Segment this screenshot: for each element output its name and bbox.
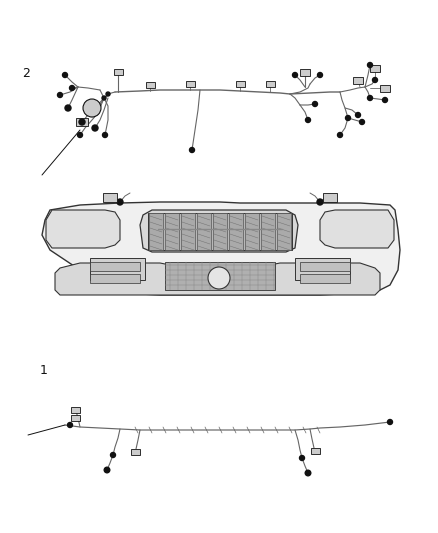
Text: 2: 2 bbox=[22, 67, 30, 80]
Circle shape bbox=[65, 105, 71, 111]
Circle shape bbox=[372, 77, 378, 83]
Polygon shape bbox=[165, 262, 275, 290]
Circle shape bbox=[360, 119, 364, 125]
Bar bbox=[300, 262, 350, 271]
Circle shape bbox=[367, 62, 372, 68]
Circle shape bbox=[338, 133, 343, 138]
Bar bbox=[90, 258, 145, 280]
Circle shape bbox=[317, 199, 323, 205]
Circle shape bbox=[300, 456, 304, 461]
Bar bbox=[186, 81, 194, 87]
Circle shape bbox=[79, 119, 85, 125]
Polygon shape bbox=[42, 202, 400, 295]
Polygon shape bbox=[140, 210, 298, 252]
Bar bbox=[300, 274, 350, 283]
Bar bbox=[265, 81, 275, 87]
Bar bbox=[277, 213, 291, 250]
Circle shape bbox=[102, 96, 106, 100]
Bar bbox=[261, 213, 275, 250]
Bar bbox=[380, 85, 390, 92]
Polygon shape bbox=[55, 263, 380, 295]
Bar bbox=[90, 262, 140, 271]
Bar bbox=[113, 69, 123, 75]
Circle shape bbox=[382, 98, 388, 102]
Bar bbox=[145, 82, 155, 88]
Circle shape bbox=[102, 133, 107, 138]
Circle shape bbox=[70, 85, 74, 91]
Bar bbox=[229, 213, 243, 250]
Circle shape bbox=[318, 72, 322, 77]
Bar bbox=[131, 449, 139, 455]
Circle shape bbox=[305, 117, 311, 123]
Polygon shape bbox=[46, 210, 120, 248]
Circle shape bbox=[63, 72, 67, 77]
Circle shape bbox=[346, 116, 350, 120]
Circle shape bbox=[312, 101, 318, 107]
Bar bbox=[181, 213, 195, 250]
Bar bbox=[353, 77, 363, 84]
Circle shape bbox=[367, 95, 372, 101]
Bar bbox=[165, 213, 179, 250]
Circle shape bbox=[67, 423, 73, 427]
Circle shape bbox=[92, 125, 98, 131]
Circle shape bbox=[208, 267, 230, 289]
Bar bbox=[323, 192, 337, 201]
Bar bbox=[245, 213, 259, 250]
Bar bbox=[370, 64, 380, 71]
Circle shape bbox=[78, 133, 82, 138]
Bar bbox=[71, 407, 80, 413]
Circle shape bbox=[57, 93, 63, 98]
Circle shape bbox=[305, 470, 311, 476]
Polygon shape bbox=[148, 213, 292, 250]
Polygon shape bbox=[320, 210, 394, 248]
Bar bbox=[295, 258, 350, 280]
Circle shape bbox=[83, 99, 101, 117]
Bar bbox=[236, 81, 244, 87]
Circle shape bbox=[117, 199, 123, 205]
Bar bbox=[311, 448, 319, 454]
Circle shape bbox=[293, 72, 297, 77]
Bar bbox=[300, 69, 310, 76]
Circle shape bbox=[356, 112, 360, 117]
Circle shape bbox=[106, 92, 110, 96]
Bar bbox=[197, 213, 211, 250]
Circle shape bbox=[190, 148, 194, 152]
Bar bbox=[103, 192, 117, 201]
Bar bbox=[71, 415, 80, 421]
Bar bbox=[149, 213, 163, 250]
Circle shape bbox=[388, 419, 392, 424]
Text: 1: 1 bbox=[39, 364, 47, 377]
Bar bbox=[90, 274, 140, 283]
Bar bbox=[76, 118, 88, 126]
Circle shape bbox=[104, 467, 110, 473]
Circle shape bbox=[110, 453, 116, 457]
Bar bbox=[213, 213, 227, 250]
